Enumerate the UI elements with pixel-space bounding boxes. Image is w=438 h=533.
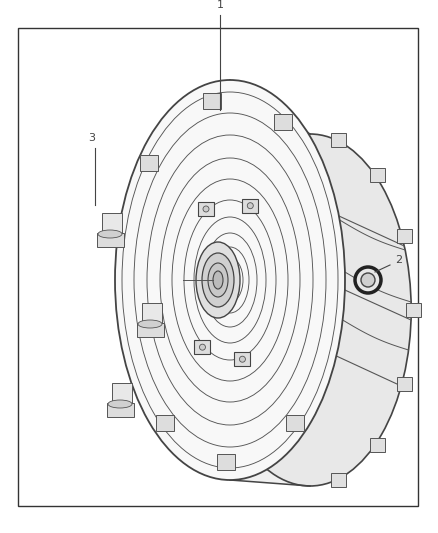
Ellipse shape: [209, 134, 411, 486]
Ellipse shape: [355, 267, 381, 293]
Ellipse shape: [138, 320, 162, 328]
Text: 1: 1: [216, 0, 223, 10]
FancyBboxPatch shape: [203, 93, 221, 109]
FancyBboxPatch shape: [107, 403, 134, 417]
FancyBboxPatch shape: [198, 202, 214, 216]
FancyBboxPatch shape: [286, 415, 304, 431]
FancyBboxPatch shape: [370, 168, 385, 182]
FancyBboxPatch shape: [397, 229, 412, 243]
FancyBboxPatch shape: [112, 383, 132, 405]
FancyBboxPatch shape: [194, 340, 211, 354]
FancyBboxPatch shape: [331, 473, 346, 487]
FancyBboxPatch shape: [234, 352, 251, 366]
Polygon shape: [230, 80, 411, 486]
Ellipse shape: [208, 263, 228, 297]
FancyBboxPatch shape: [274, 115, 292, 131]
Ellipse shape: [361, 273, 375, 287]
FancyBboxPatch shape: [406, 303, 421, 317]
Text: 3: 3: [88, 133, 95, 143]
Text: 2: 2: [395, 255, 402, 265]
Ellipse shape: [247, 203, 253, 209]
Ellipse shape: [203, 206, 209, 212]
Ellipse shape: [202, 253, 234, 307]
FancyBboxPatch shape: [97, 233, 124, 247]
Ellipse shape: [213, 271, 223, 289]
Ellipse shape: [108, 400, 132, 408]
FancyBboxPatch shape: [370, 438, 385, 452]
FancyBboxPatch shape: [242, 199, 258, 213]
Ellipse shape: [98, 230, 122, 238]
FancyBboxPatch shape: [331, 133, 346, 147]
Ellipse shape: [240, 356, 245, 362]
Ellipse shape: [199, 344, 205, 350]
Bar: [18, 28, 418, 506]
FancyBboxPatch shape: [156, 415, 174, 431]
FancyBboxPatch shape: [137, 323, 164, 337]
FancyBboxPatch shape: [102, 213, 122, 235]
FancyBboxPatch shape: [217, 454, 235, 470]
Ellipse shape: [115, 80, 345, 480]
FancyBboxPatch shape: [142, 303, 162, 325]
FancyBboxPatch shape: [397, 377, 412, 391]
Ellipse shape: [196, 242, 240, 318]
FancyBboxPatch shape: [140, 155, 158, 171]
